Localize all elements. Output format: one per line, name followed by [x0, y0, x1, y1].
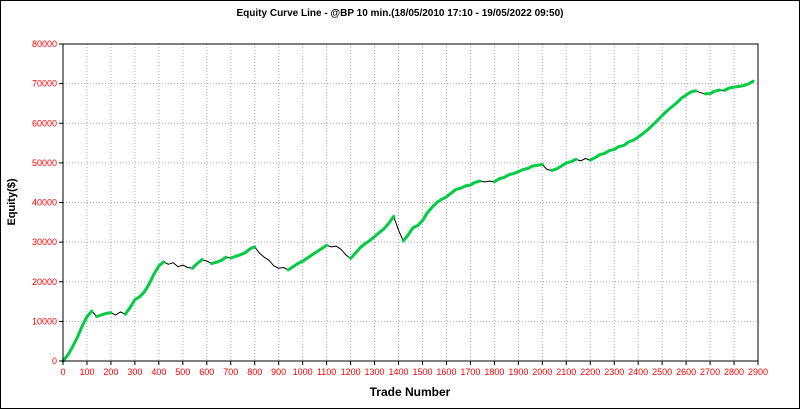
x-tick-label: 2400 [628, 367, 648, 377]
equity-line-highlight [588, 89, 698, 162]
y-tick-label: 20000 [32, 277, 57, 287]
x-tick-label: 1200 [341, 367, 361, 377]
x-tick-label: 2100 [556, 367, 576, 377]
x-tick-label: 2200 [580, 367, 600, 377]
chart-title: Equity Curve Line - @BP 10 min.(18/05/20… [236, 8, 564, 19]
x-tick-label: 1400 [389, 367, 409, 377]
x-tick-label: 2800 [724, 367, 744, 377]
x-tick-label: 1000 [293, 367, 313, 377]
y-tick-label: 40000 [32, 198, 57, 208]
x-tick-label: 2500 [652, 367, 672, 377]
equity-line-highlight [550, 157, 578, 172]
x-tick-label: 2700 [700, 367, 720, 377]
equity-line-highlight [703, 88, 722, 96]
x-tick-label: 2300 [604, 367, 624, 377]
x-axis-label: Trade Number [370, 385, 451, 399]
x-tick-label: 600 [199, 367, 214, 377]
x-tick-label: 500 [175, 367, 190, 377]
plot-border [62, 43, 759, 362]
equity-line-highlight [190, 258, 204, 270]
y-tick-label: 50000 [32, 158, 57, 168]
y-axis-label: Equity($) [6, 178, 18, 225]
x-tick-label: 200 [103, 367, 118, 377]
y-tick-label: 10000 [32, 316, 57, 326]
equity-line-highlight [401, 179, 482, 243]
equity-line-highlight [61, 309, 94, 363]
equity-line-highlight [722, 79, 755, 92]
y-tick-label: 60000 [32, 118, 57, 128]
axis-layer: 0 100 200 300 400 500 600 700 800 900 1000 1100 1200… [32, 39, 768, 377]
x-tick-label: 1100 [317, 367, 336, 377]
plot-area: 0 100 200 300 400 500 600 700 800 900 1000 1100 1200… [6, 39, 768, 399]
x-tick-label: 1700 [460, 367, 480, 377]
equity-line-highlight [210, 255, 228, 265]
y-tick-label: 30000 [32, 237, 57, 247]
x-tick-label: 400 [151, 367, 166, 377]
x-tick-label: 2600 [676, 367, 696, 377]
equity-line-highlight [95, 311, 113, 319]
x-tick-label: 0 [60, 367, 65, 377]
x-tick-label: 2900 [748, 367, 768, 377]
x-tick-label: 700 [223, 367, 238, 377]
equity-line-highlight [492, 163, 544, 184]
x-tick-label: 800 [247, 367, 262, 377]
equity-line-highlight [286, 243, 329, 272]
equity-curve-line [61, 79, 755, 363]
x-tick-label: 300 [127, 367, 142, 377]
x-tick-label: 2000 [532, 367, 552, 377]
grid-layer [63, 44, 758, 361]
equity-line-highlight [229, 245, 257, 260]
x-tick-label: 1600 [436, 367, 456, 377]
x-tick-label: 100 [79, 367, 94, 377]
y-tick-label: 80000 [32, 39, 57, 49]
x-tick-label: 900 [271, 367, 286, 377]
x-tick-label: 1800 [484, 367, 504, 377]
equity-line-highlight [349, 214, 396, 260]
x-tick-label: 1900 [508, 367, 528, 377]
equity-line-highlight [123, 260, 166, 316]
y-tick-label: 70000 [32, 79, 57, 89]
x-tick-label: 1300 [365, 367, 385, 377]
x-tick-label: 1500 [412, 367, 432, 377]
y-tick-label: 0 [52, 356, 57, 366]
